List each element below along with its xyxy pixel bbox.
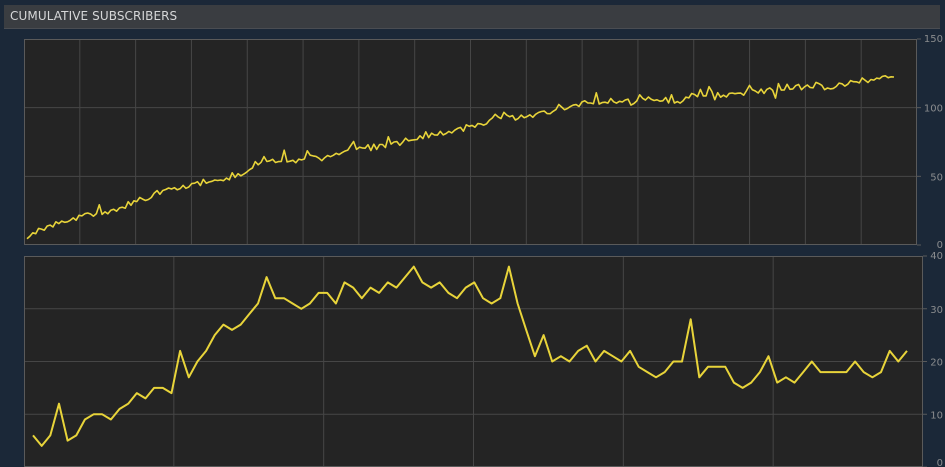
cumulative-y-tick-label: 150	[924, 34, 943, 45]
cumulative-plot-border	[24, 39, 917, 245]
daily-y-tick-label: 10	[930, 410, 943, 421]
daily-y-tick-label: 40	[930, 251, 943, 262]
daily-y-tick-label: 0	[937, 458, 943, 467]
daily-y-tick-label: 20	[930, 358, 943, 369]
cumulative-y-tick-label: 100	[924, 104, 943, 115]
daily-series-line	[32, 265, 908, 447]
chart-header: CUMULATIVE SUBSCRIBERS	[4, 5, 940, 29]
cumulative-y-tick-label: 0	[937, 240, 943, 251]
daily-y-tick-label: 30	[930, 305, 943, 316]
cumulative-series-line	[26, 75, 895, 240]
cumulative-y-tick-label: 50	[930, 172, 943, 183]
chart-title: CUMULATIVE SUBSCRIBERS	[10, 9, 178, 23]
